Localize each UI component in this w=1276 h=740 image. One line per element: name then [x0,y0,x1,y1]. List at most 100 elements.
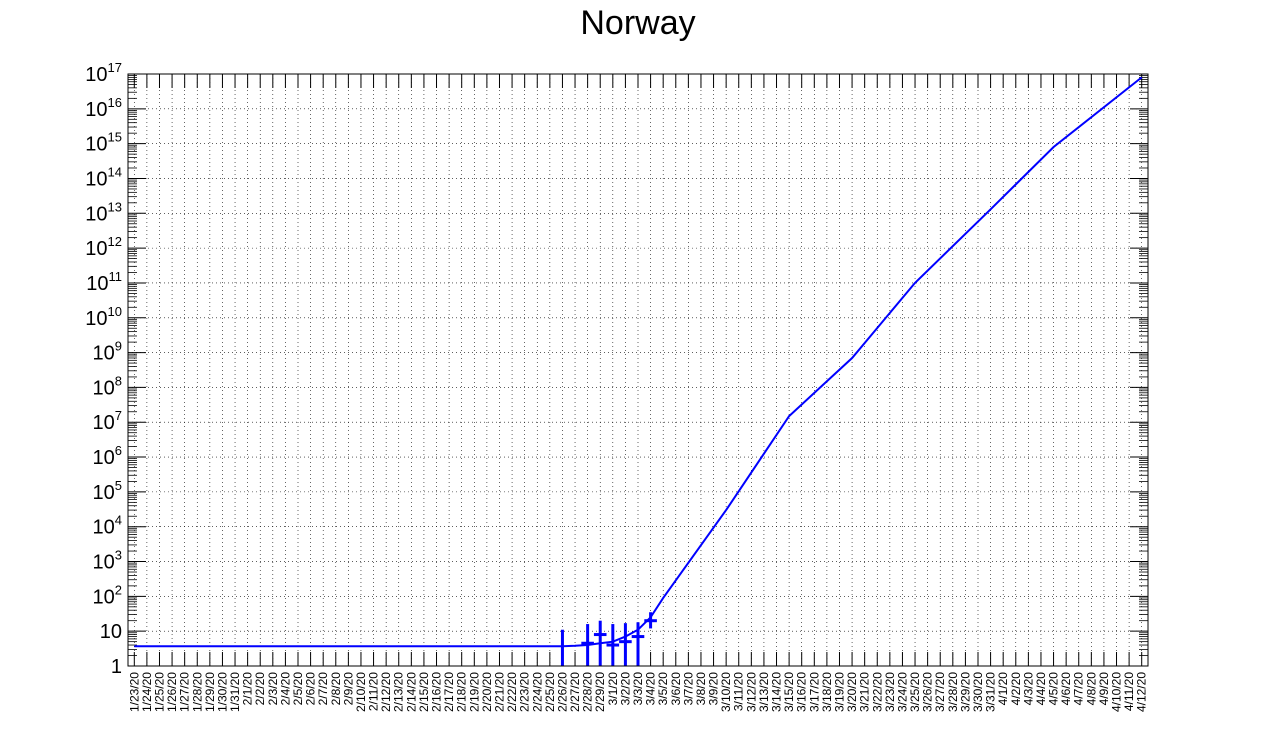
x-tick-label: 2/25/20 [543,672,557,712]
x-tick-label: 3/10/20 [719,672,733,712]
plot-frame [127,73,1149,667]
y-tick-label: 107 [93,408,122,434]
x-tick-label: 2/29/20 [593,672,607,712]
y-tick-label: 1010 [85,304,122,330]
x-tick-label: 2/20/20 [480,672,494,712]
fit-line [134,76,1143,648]
x-tick-label: 3/27/20 [933,672,947,712]
x-tick-label: 3/19/20 [832,672,846,712]
y-tick-label: 1015 [85,130,122,156]
x-tick-label: 1/29/20 [203,672,217,712]
x-tick-label: 3/3/20 [631,672,645,706]
y-tick-label: 105 [93,478,122,504]
x-tick-label: 2/27/20 [568,672,582,712]
x-tick-label: 3/30/20 [971,672,985,712]
x-tick-label: 4/5/20 [1047,672,1061,706]
y-tick-label: 1012 [85,234,122,260]
x-tick-label: 1/28/20 [190,672,204,712]
x-tick-label: 3/9/20 [707,672,721,706]
x-tick-label: 3/5/20 [656,672,670,706]
x-tick-label: 3/29/20 [958,672,972,712]
y-tick-label: 1011 [86,269,122,295]
y-tick-label: 1 [111,656,122,678]
x-tick-label: 2/2/20 [253,672,267,706]
x-tick-label: 4/2/20 [1009,672,1023,706]
x-tick-label: 2/10/20 [354,672,368,712]
x-tick-label: 2/26/20 [555,672,569,712]
x-tick-label: 3/26/20 [921,672,935,712]
x-tick-label: 2/5/20 [291,672,305,706]
x-tick-label: 3/24/20 [895,672,909,712]
y-tick-label: 108 [93,373,122,399]
y-tick-label: 103 [93,548,122,574]
x-tick-label: 3/14/20 [770,672,784,712]
x-tick-label: 4/9/20 [1097,672,1111,706]
x-tick-label: 1/26/20 [165,672,179,712]
y-tick-label: 1014 [85,164,122,190]
x-tick-label: 1/27/20 [178,672,192,712]
x-tick-label: 3/1/20 [606,672,620,706]
x-tick-label: 3/15/20 [782,672,796,712]
x-tick-label: 3/13/20 [757,672,771,712]
x-tick-label: 3/18/20 [820,672,834,712]
x-tick-label: 3/12/20 [744,672,758,712]
x-tick-label: 2/3/20 [266,672,280,706]
x-tick-label: 3/2/20 [618,672,632,706]
x-tick-label: 2/24/20 [530,672,544,712]
x-tick-label: 3/22/20 [870,672,884,712]
y-tick-label: 1017 [85,60,122,86]
x-tick-label: 1/25/20 [152,672,166,712]
x-tick-label: 4/11/20 [1122,672,1136,711]
chart-title: Norway [580,4,696,42]
x-tick-label: 4/1/20 [996,672,1010,706]
x-tick-label: 2/28/20 [581,672,595,712]
x-tick-label: 4/4/20 [1034,672,1048,706]
x-tick-label: 4/6/20 [1059,672,1073,706]
x-tick-label: 4/10/20 [1110,672,1124,712]
x-tick-label: 3/16/20 [795,672,809,712]
x-tick-label: 2/1/20 [241,672,255,706]
x-tick-label: 1/24/20 [140,672,154,712]
x-tick-label: 4/7/20 [1072,672,1086,706]
tick-layer [128,73,1148,667]
y-tick-label: 1016 [85,95,122,121]
grid-layer [128,74,1148,666]
x-tick-label: 3/4/20 [644,672,658,706]
x-tick-label: 2/21/20 [492,672,506,712]
x-tick-label: 2/6/20 [304,672,318,706]
x-tick-label: 2/19/20 [467,672,481,712]
x-tick-label: 2/14/20 [404,672,418,712]
x-tick-label: 4/8/20 [1084,672,1098,706]
x-tick-label: 3/11/20 [732,672,746,711]
x-tick-label: 2/13/20 [392,672,406,712]
y-tick-label: 109 [93,339,122,365]
x-tick-label: 1/23/20 [127,672,141,712]
x-tick-label: 2/8/20 [329,672,343,706]
y-tick-label: 10 [100,621,122,643]
x-tick-label: 2/7/20 [316,672,330,706]
x-tick-label: 2/9/20 [341,672,355,706]
x-tick-label: 3/17/20 [807,672,821,712]
x-tick-label: 3/6/20 [669,672,683,706]
x-tick-label: 3/21/20 [858,672,872,712]
x-tick-label: 3/8/20 [694,672,708,706]
x-axis-labels: 1/23/201/24/201/25/201/26/201/27/201/28/… [127,672,1148,712]
x-tick-label: 2/16/20 [430,672,444,712]
y-tick-label: 106 [93,443,122,469]
x-tick-label: 3/23/20 [883,672,897,712]
x-tick-label: 1/31/20 [228,672,242,712]
x-tick-label: 3/25/20 [908,672,922,712]
x-tick-label: 2/11/20 [367,672,381,711]
x-tick-label: 1/30/20 [215,672,229,712]
x-tick-label: 2/15/20 [417,672,431,712]
y-tick-label: 104 [93,513,122,539]
y-axis-labels: 1 10 102 103 104 105 106 107 108 109 1010 1011 1012 1… [85,60,122,678]
x-tick-label: 2/4/20 [278,672,292,706]
x-tick-label: 4/12/20 [1135,672,1149,712]
x-tick-label: 2/18/20 [455,672,469,712]
x-tick-label: 2/22/20 [505,672,519,712]
y-tick-label: 102 [93,582,122,608]
series-layer [134,76,1143,666]
x-tick-label: 2/23/20 [518,672,532,712]
